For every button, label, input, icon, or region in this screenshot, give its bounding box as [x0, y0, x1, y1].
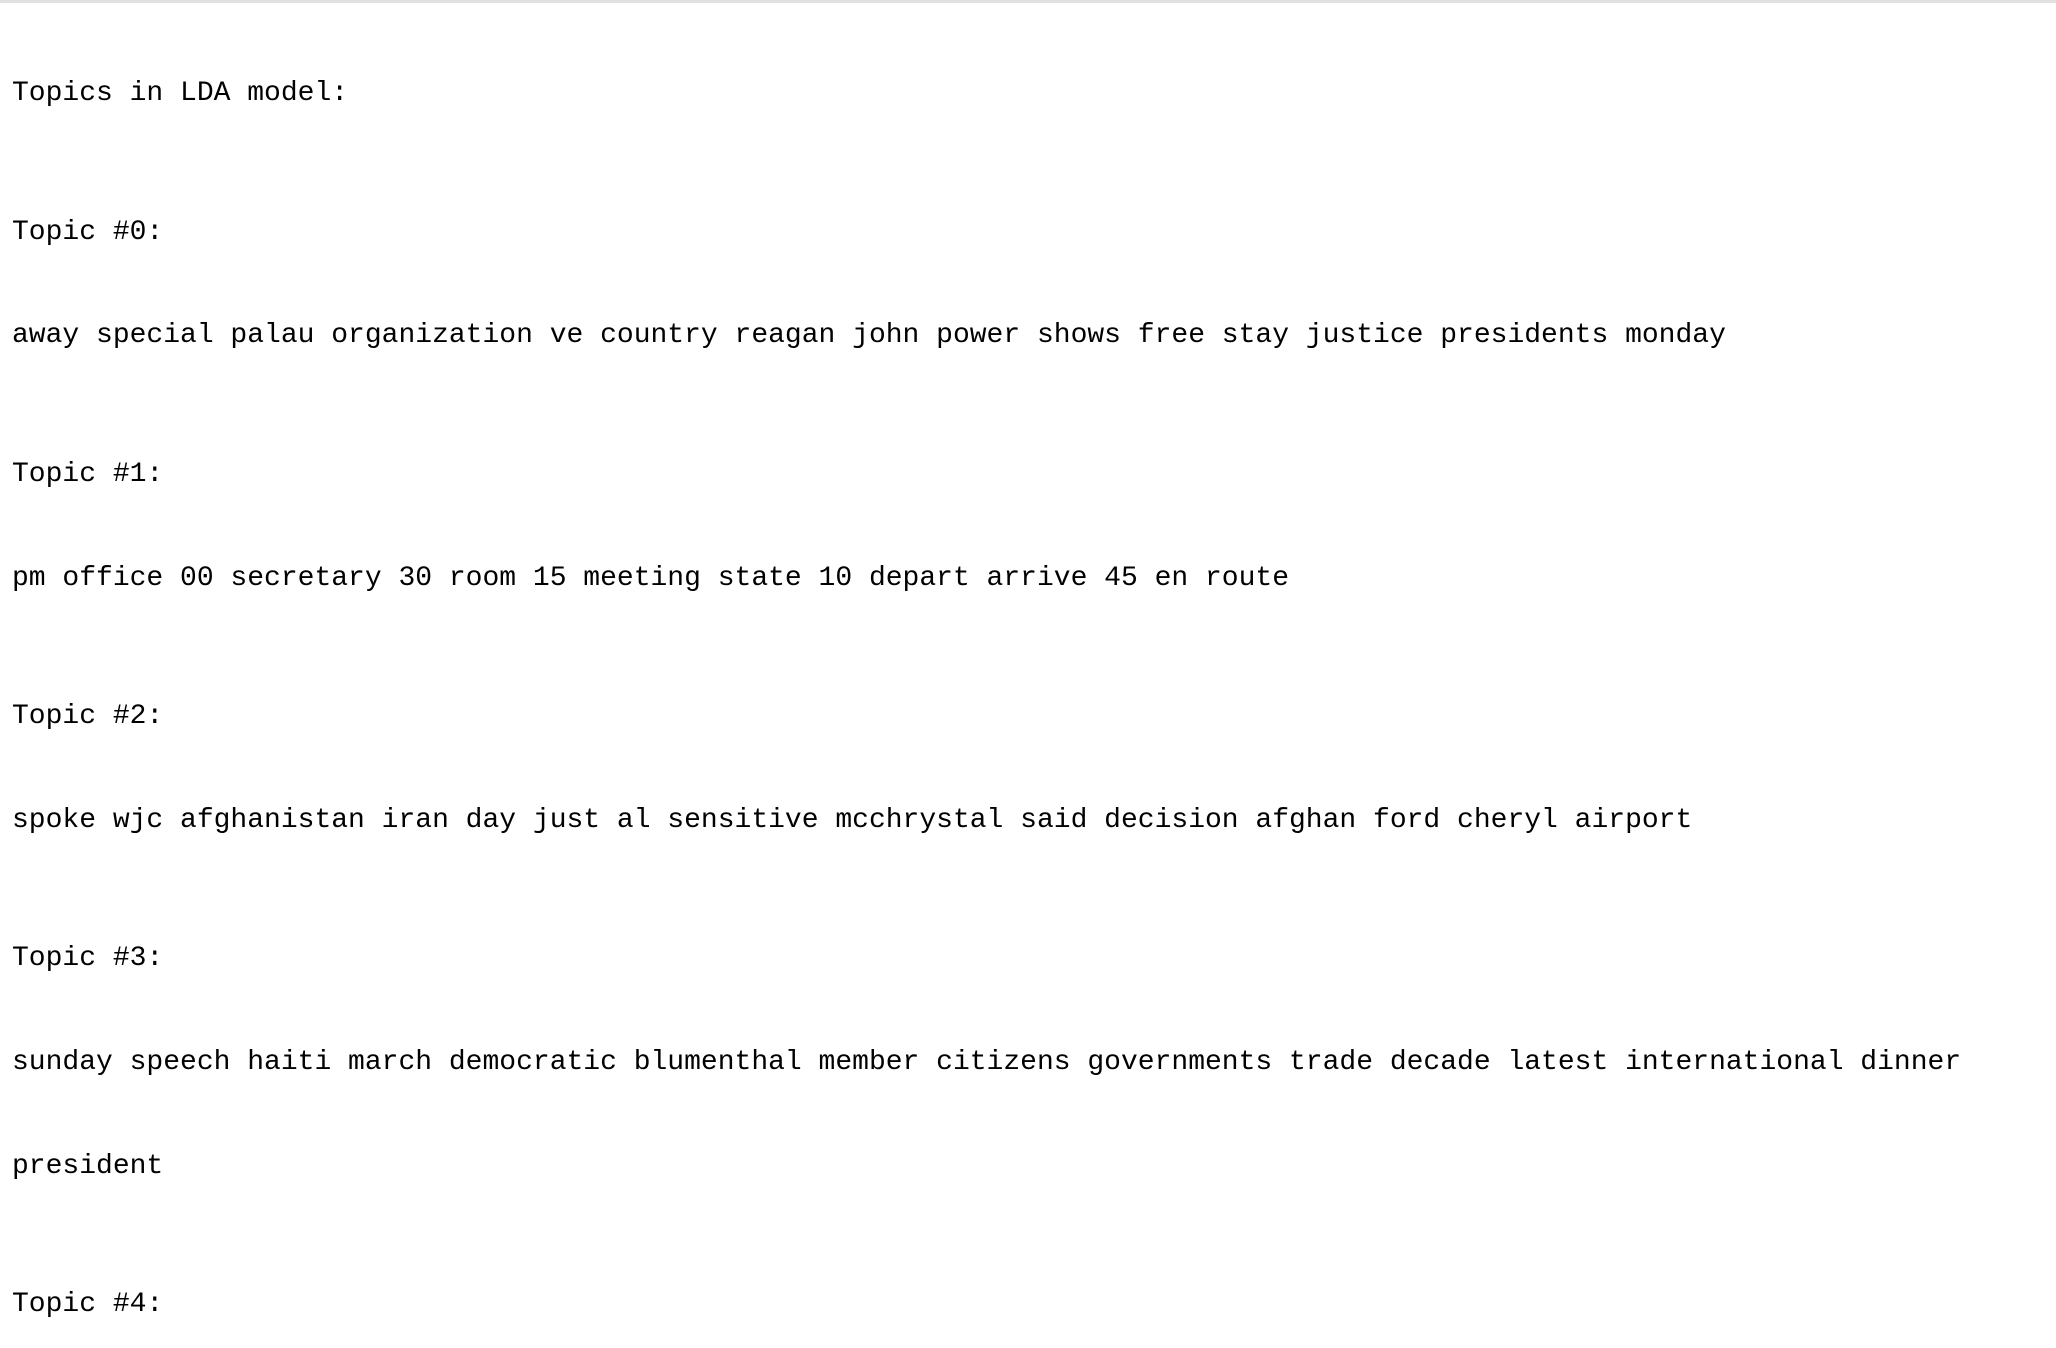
topic-words: away special palau organization ve count… — [12, 320, 1726, 352]
topic-words: sunday speech haiti march democratic blu… — [12, 1046, 1962, 1078]
topic-label: Topic #1: — [12, 458, 164, 490]
topic-label: Topic #0: — [12, 216, 164, 248]
topic-words: pm office 00 secretary 30 room 15 meetin… — [12, 562, 1290, 594]
topic-words-wrapped: president — [12, 1150, 164, 1182]
cell-top-border — [0, 0, 2056, 3]
topic-words: spoke wjc afghanistan iran day just al s… — [12, 804, 1693, 836]
topic-label: Topic #3: — [12, 943, 164, 975]
topic-label: Topic #2: — [12, 700, 164, 732]
output-header: Topics in LDA model: — [12, 78, 349, 110]
notebook-output-area: Topics in LDA model: Topic #0: away spec… — [12, 8, 2056, 1348]
topic-label: Topic #4: — [12, 1288, 164, 1320]
